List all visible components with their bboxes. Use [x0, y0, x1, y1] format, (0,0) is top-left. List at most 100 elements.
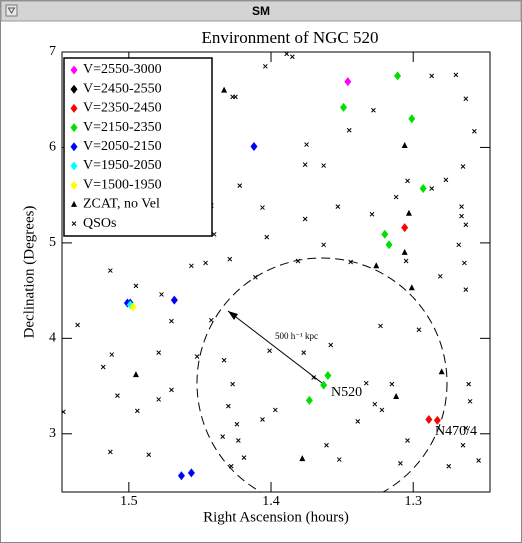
- data-point: [228, 463, 234, 469]
- data-point: [437, 273, 443, 279]
- data-point: [305, 395, 313, 405]
- data-point: [260, 205, 265, 210]
- title-bar: [0, 0, 522, 22]
- data-point: [363, 380, 369, 386]
- data-point: [320, 380, 328, 390]
- annotation: N520: [331, 385, 362, 400]
- data-point: [419, 183, 427, 193]
- data-point: [233, 94, 238, 100]
- data-point: [159, 292, 164, 297]
- data-point: [371, 107, 376, 113]
- data-point: [237, 183, 243, 188]
- y-tick-label: 7: [49, 44, 56, 59]
- data-point: [132, 371, 139, 378]
- data-point: [453, 72, 459, 78]
- legend-label: ZCAT, no Vel: [83, 197, 160, 212]
- data-point: [177, 471, 185, 481]
- data-point: [250, 141, 258, 151]
- data-point: [321, 242, 326, 248]
- data-point: [378, 323, 383, 329]
- data-point: [369, 211, 375, 217]
- data-point: [389, 381, 395, 387]
- data-point: [304, 142, 309, 147]
- data-point: [405, 209, 412, 216]
- data-point: [194, 354, 200, 359]
- data-point: [459, 213, 464, 219]
- data-point: [321, 163, 326, 168]
- data-point: [253, 274, 258, 280]
- legend-label: V=2350-2450: [83, 101, 162, 116]
- window-title: SM: [252, 4, 270, 18]
- window-menu-icon: [7, 7, 16, 14]
- data-point: [235, 438, 241, 443]
- data-point: [109, 352, 115, 357]
- data-point: [129, 302, 137, 312]
- data-point: [324, 371, 332, 381]
- data-point: [348, 259, 354, 265]
- data-point: [230, 381, 235, 387]
- data-point: [208, 317, 214, 323]
- data-point: [460, 442, 466, 448]
- data-point: [476, 458, 481, 463]
- data-point: [381, 229, 389, 239]
- data-point: [302, 216, 308, 222]
- data-point: [156, 397, 162, 402]
- data-point: [467, 398, 473, 404]
- y-axis-label: Declination (Degrees): [21, 206, 37, 339]
- data-point: [267, 348, 272, 354]
- data-point: [211, 231, 217, 237]
- data-point: [394, 71, 402, 81]
- data-point: [446, 463, 452, 469]
- data-point: [408, 114, 416, 124]
- plot-area: [62, 52, 481, 492]
- data-point: [289, 54, 295, 60]
- legend-label: V=2450-2550: [83, 81, 162, 96]
- data-point: [433, 415, 441, 425]
- data-point: [75, 322, 80, 328]
- window-menu-button[interactable]: [5, 4, 18, 17]
- data-point: [221, 86, 228, 93]
- legend-label: V=1950-2050: [83, 158, 162, 173]
- data-point: [335, 204, 341, 209]
- legend-label: V=2150-2350: [83, 120, 162, 135]
- data-point: [260, 417, 265, 422]
- data-point: [372, 401, 378, 407]
- data-point: [241, 455, 247, 460]
- legend-marker: [70, 180, 78, 190]
- x-tick-label: 1.3: [404, 494, 422, 509]
- data-point: [226, 403, 231, 409]
- legend-label: QSOs: [83, 216, 116, 231]
- data-point: [463, 96, 469, 102]
- legend: V=2550-3000 V=2450-2550 V=2350-2450 V=2150-…: [63, 57, 213, 237]
- data-point: [264, 234, 270, 240]
- plot-frame: [61, 51, 491, 493]
- data-point: [284, 52, 290, 57]
- legend-label: V=2050-2150: [83, 139, 162, 154]
- data-point: [429, 73, 435, 79]
- data-point: [340, 102, 348, 112]
- legend-marker: [70, 84, 78, 94]
- chart-title: Environment of NGC 520: [201, 28, 378, 47]
- legend-marker: [70, 65, 78, 75]
- data-point: [107, 268, 113, 273]
- data-point: [133, 283, 139, 289]
- legend-marker: [70, 123, 78, 133]
- data-point: [234, 421, 240, 427]
- data-point: [385, 240, 393, 250]
- legend-marker: [70, 161, 78, 171]
- data-point: [401, 142, 408, 149]
- data-point: [408, 284, 415, 291]
- data-point: [146, 452, 152, 458]
- data-point: [221, 357, 227, 363]
- data-point: [295, 258, 301, 264]
- legend-marker: [71, 221, 77, 226]
- data-point: [466, 381, 472, 387]
- legend-marker: [71, 200, 77, 207]
- data-point: [324, 442, 329, 448]
- data-point: [203, 260, 208, 266]
- data-point: [311, 375, 317, 380]
- data-point: [336, 457, 342, 462]
- radius-arrow: [227, 310, 323, 384]
- data-point: [262, 63, 268, 69]
- data-point: [355, 419, 361, 424]
